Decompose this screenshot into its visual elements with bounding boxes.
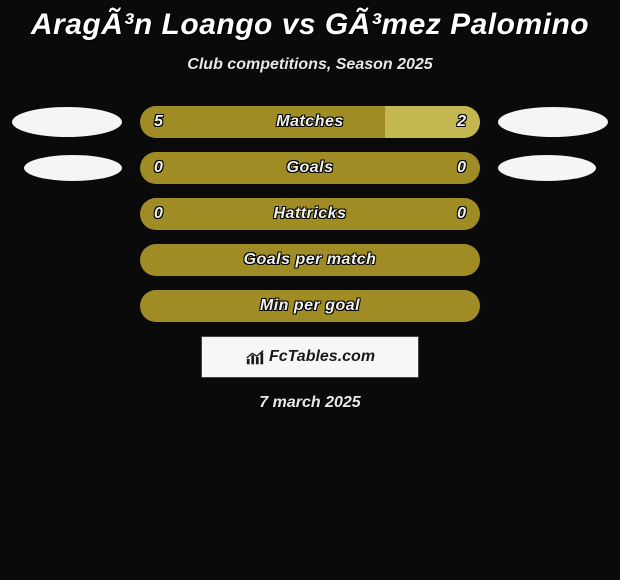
stat-label: Goals (140, 159, 480, 177)
stat-bar: 5Matches2 (140, 106, 480, 138)
subtitle: Club competitions, Season 2025 (0, 56, 620, 74)
player-left-blob (12, 107, 122, 137)
stat-value-right: 0 (457, 159, 466, 177)
stat-rows: 5Matches20Goals00Hattricks0Goals per mat… (0, 106, 620, 322)
player-right-blob (498, 107, 608, 137)
player-left-blob (24, 155, 122, 181)
stat-row: Min per goal (0, 290, 620, 322)
stat-bar: 0Goals0 (140, 152, 480, 184)
stat-label: Matches (140, 113, 480, 131)
stat-row: Goals per match (0, 244, 620, 276)
stat-row: 0Hattricks0 (0, 198, 620, 230)
chart-icon (245, 349, 265, 365)
page-title: AragÃ³n Loango vs GÃ³mez Palomino (0, 8, 620, 42)
stat-label: Hattricks (140, 205, 480, 223)
player-right-blob (498, 155, 596, 181)
stat-row: 0Goals0 (0, 152, 620, 184)
stat-bar: 0Hattricks0 (140, 198, 480, 230)
stat-row: 5Matches2 (0, 106, 620, 138)
stat-value-right: 0 (457, 205, 466, 223)
stat-bar: Goals per match (140, 244, 480, 276)
stat-label: Min per goal (140, 297, 480, 315)
date: 7 march 2025 (0, 394, 620, 412)
brand-text: FcTables.com (269, 348, 375, 366)
stat-value-right: 2 (457, 113, 466, 131)
stat-bar: Min per goal (140, 290, 480, 322)
brand-box[interactable]: FcTables.com (201, 336, 419, 378)
stat-label: Goals per match (140, 251, 480, 269)
